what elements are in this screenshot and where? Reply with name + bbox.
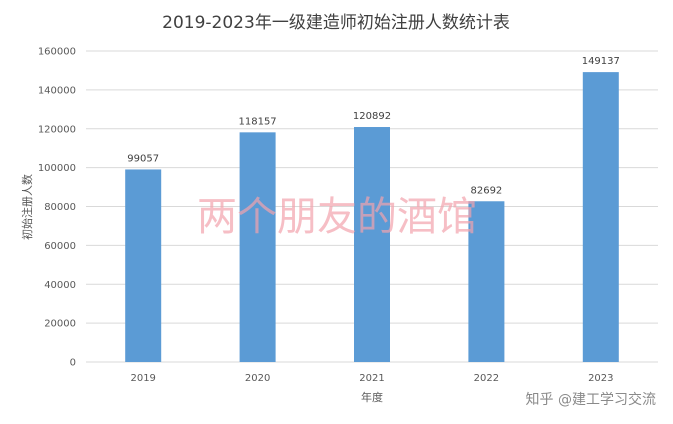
bar-2019 [125,169,162,362]
y-tick-label: 0 [70,358,76,369]
x-axis-ticks: 2019 2020 2021 2022 2023 [130,373,613,384]
x-tick-label-2020: 2020 [245,373,270,384]
y-tick-label: 40000 [44,280,76,291]
x-tick-label-2023: 2023 [588,373,613,384]
y-axis-title: 初始注册人数 [20,174,34,240]
y-tick-label: 100000 [38,163,76,174]
data-label-2022: 82692 [470,185,502,196]
bar-2021 [354,127,390,362]
data-label-2019: 99057 [127,153,159,164]
y-tick-label: 20000 [44,319,76,330]
chart-title: 2019-2023年一级建造师初始注册人数统计表 [162,13,510,33]
credit-text: 知乎 @建工学习交流 [526,391,656,408]
bar-2020 [239,132,276,362]
y-axis-ticks: 0 20000 40000 60000 80000 100000 120000 140000 1… [38,47,76,369]
data-label-2021: 120892 [353,111,391,122]
watermark-text: 两个朋友的酒馆 [197,194,477,240]
y-tick-label: 120000 [38,124,76,135]
data-labels: 99057 118157 120892 82692 149137 [127,56,620,196]
data-label-2023: 149137 [582,56,620,67]
data-label-2020: 118157 [239,116,277,127]
x-tick-label-2021: 2021 [359,373,384,384]
y-tick-label: 80000 [44,202,76,213]
x-tick-label-2019: 2019 [130,373,155,384]
y-tick-label: 140000 [38,85,76,96]
x-axis-title: 年度 [361,390,383,404]
bar-2023 [582,72,619,362]
x-tick-label-2022: 2022 [474,373,499,384]
bars [125,72,619,362]
y-tick-label: 160000 [38,47,76,58]
bar-2022 [468,201,505,362]
y-tick-label: 60000 [44,241,76,252]
